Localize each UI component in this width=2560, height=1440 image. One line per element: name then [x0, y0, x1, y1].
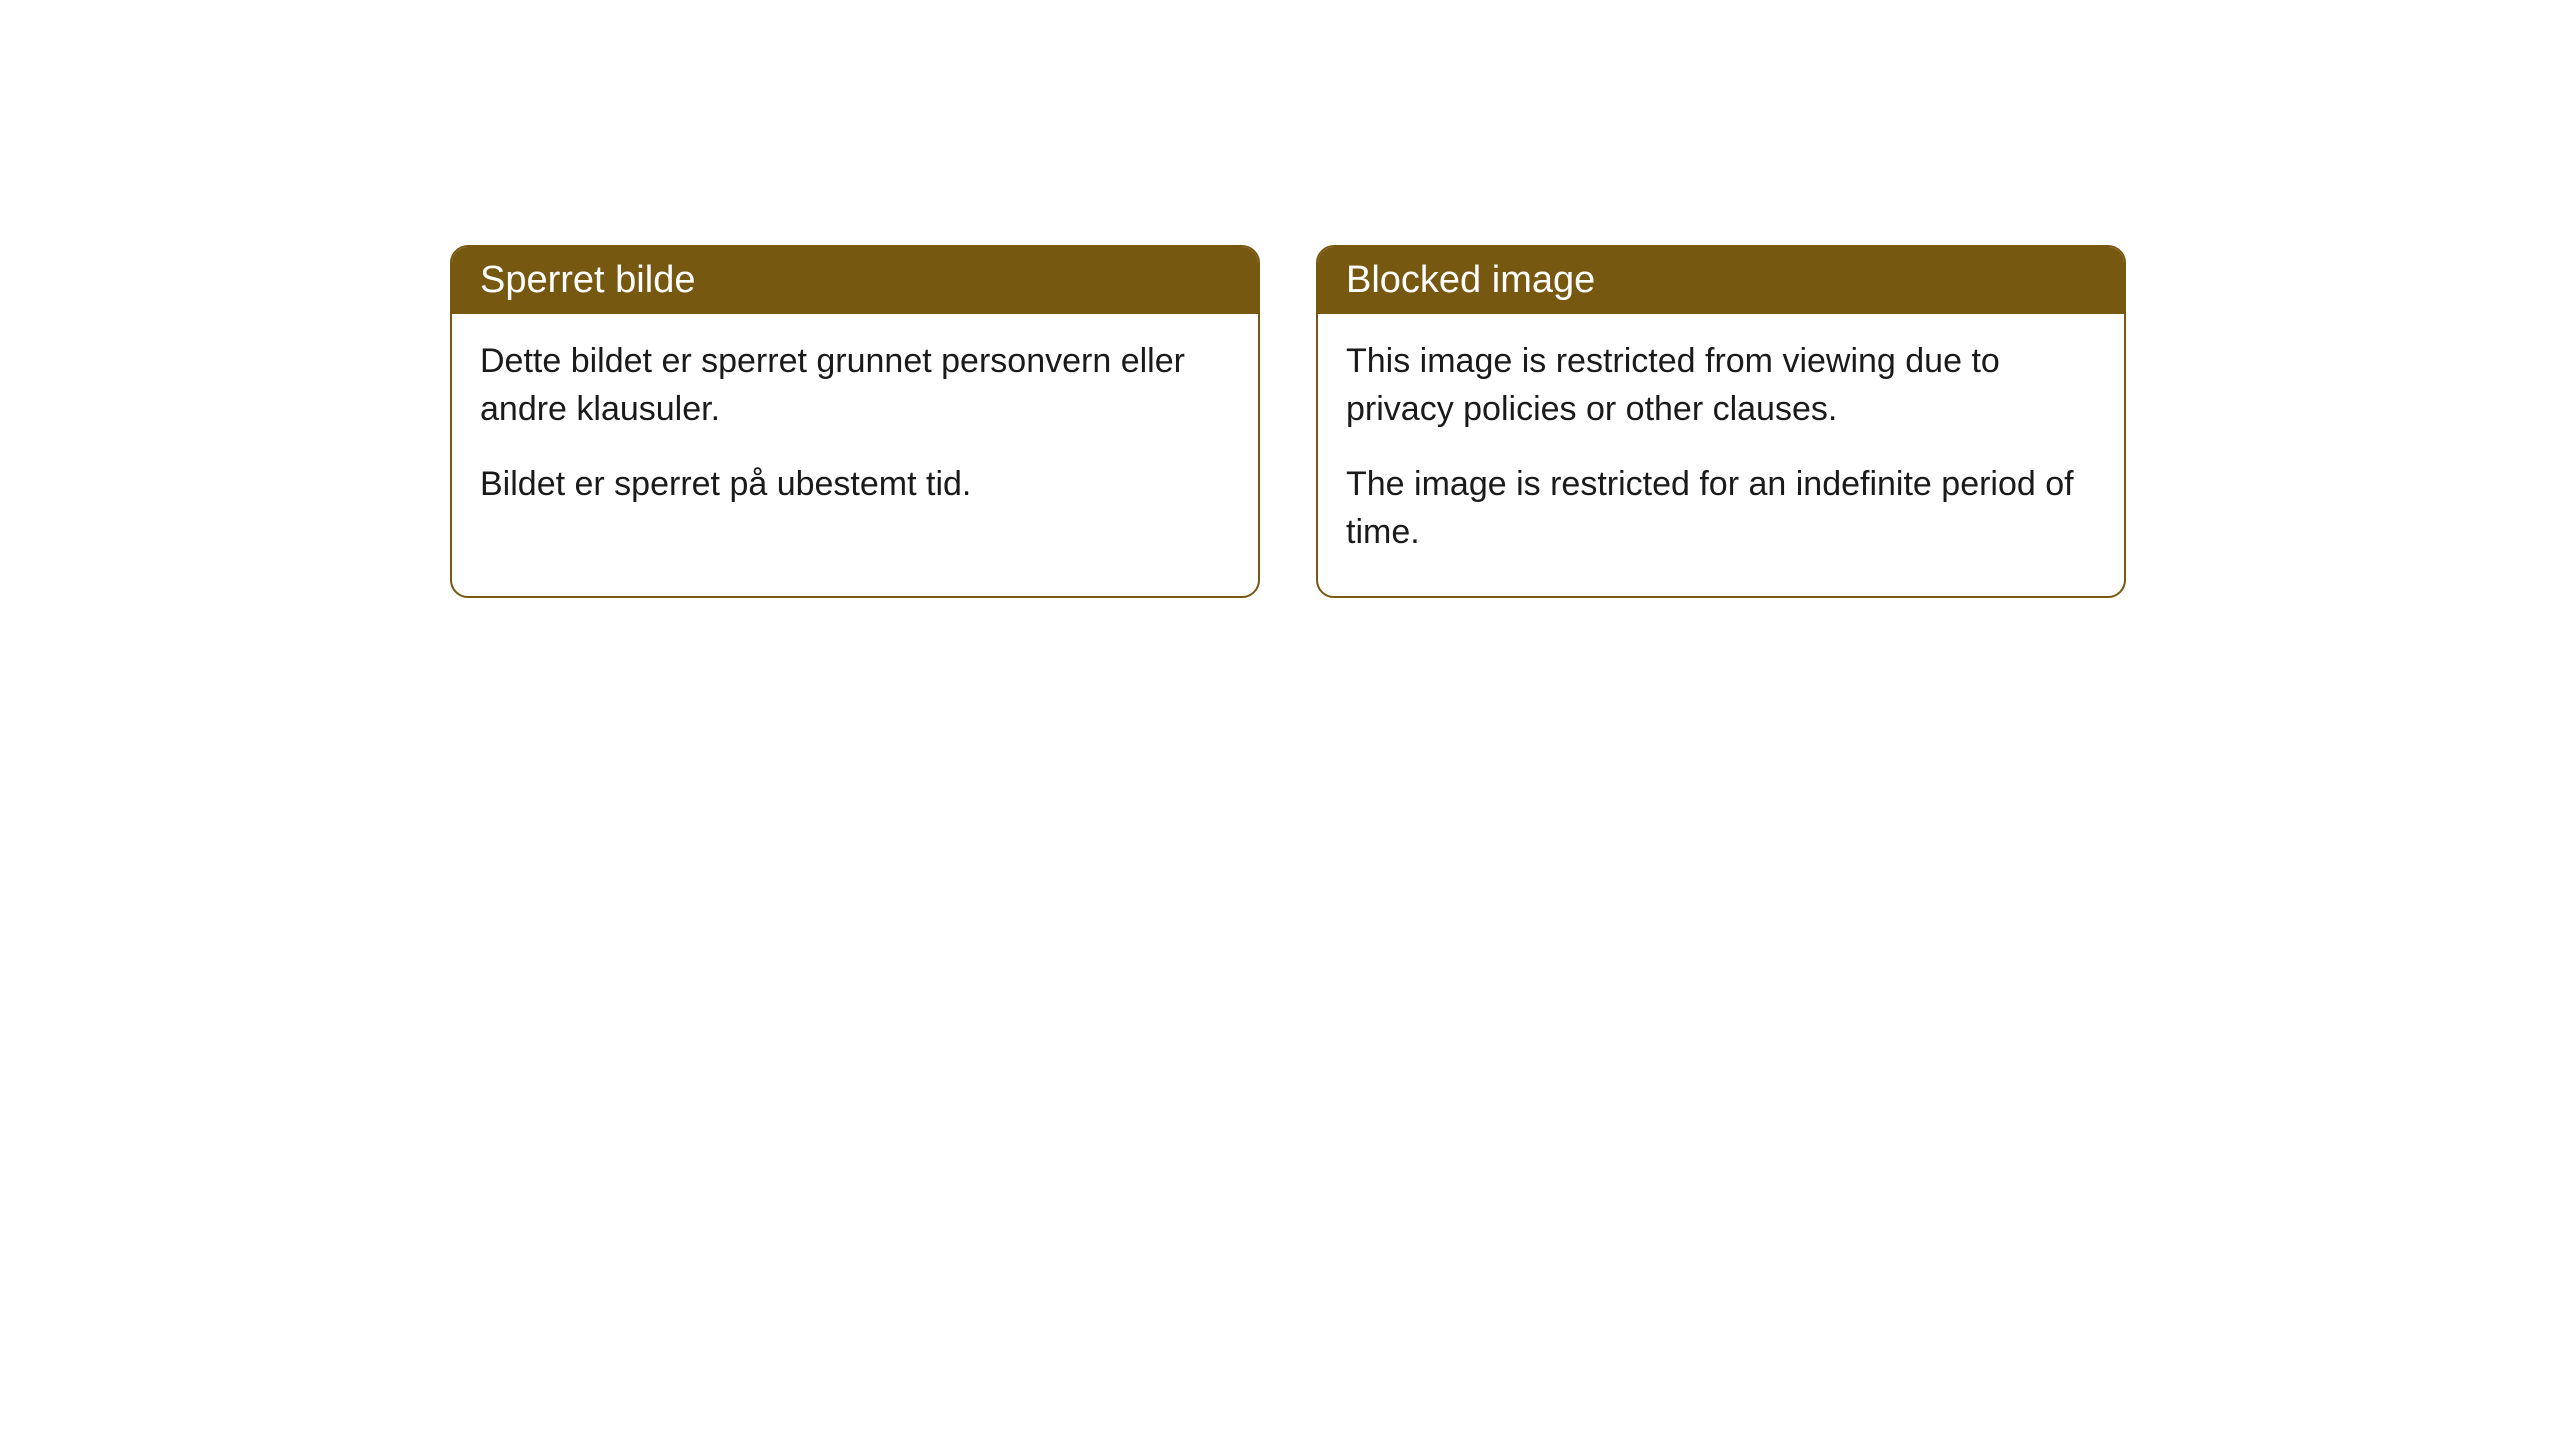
blocked-image-card-no: Sperret bilde Dette bildet er sperret gr… — [450, 245, 1260, 598]
card-paragraph-2-en: The image is restricted for an indefinit… — [1346, 461, 2096, 556]
card-paragraph-1-no: Dette bildet er sperret grunnet personve… — [480, 338, 1230, 433]
card-header-en: Blocked image — [1318, 247, 2124, 314]
card-body-no: Dette bildet er sperret grunnet personve… — [452, 314, 1258, 549]
card-paragraph-1-en: This image is restricted from viewing du… — [1346, 338, 2096, 433]
blocked-image-card-en: Blocked image This image is restricted f… — [1316, 245, 2126, 598]
card-paragraph-2-no: Bildet er sperret på ubestemt tid. — [480, 461, 1230, 509]
card-body-en: This image is restricted from viewing du… — [1318, 314, 2124, 596]
card-header-no: Sperret bilde — [452, 247, 1258, 314]
notice-container: Sperret bilde Dette bildet er sperret gr… — [450, 245, 2126, 598]
